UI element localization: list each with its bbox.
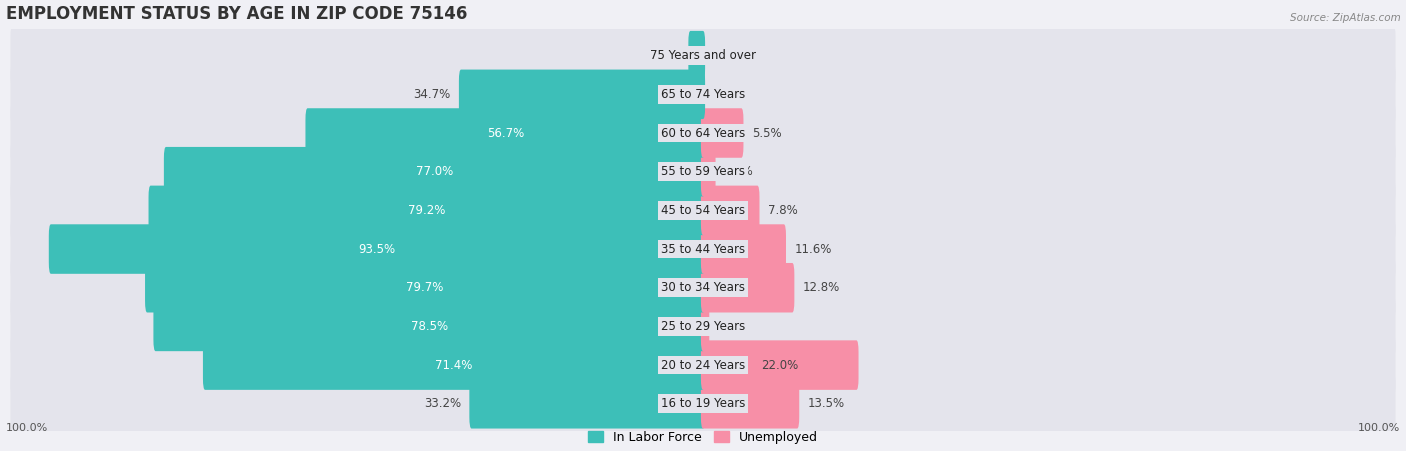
- Text: 1.8%: 1.8%: [650, 49, 681, 62]
- FancyBboxPatch shape: [10, 142, 1396, 202]
- FancyBboxPatch shape: [49, 224, 704, 274]
- FancyBboxPatch shape: [10, 64, 1396, 124]
- Text: 22.0%: 22.0%: [761, 359, 799, 372]
- FancyBboxPatch shape: [153, 302, 704, 351]
- FancyBboxPatch shape: [10, 25, 1396, 86]
- FancyBboxPatch shape: [702, 263, 794, 313]
- FancyBboxPatch shape: [702, 341, 859, 390]
- Text: 0.0%: 0.0%: [713, 88, 744, 101]
- Text: 33.2%: 33.2%: [423, 397, 461, 410]
- Text: 11.6%: 11.6%: [794, 243, 832, 256]
- FancyBboxPatch shape: [10, 103, 1396, 163]
- FancyBboxPatch shape: [470, 379, 704, 428]
- Text: EMPLOYMENT STATUS BY AGE IN ZIP CODE 75146: EMPLOYMENT STATUS BY AGE IN ZIP CODE 751…: [6, 5, 467, 23]
- Text: 100.0%: 100.0%: [6, 423, 48, 433]
- FancyBboxPatch shape: [702, 302, 709, 351]
- Text: 93.5%: 93.5%: [359, 243, 395, 256]
- Text: 35 to 44 Years: 35 to 44 Years: [661, 243, 745, 256]
- FancyBboxPatch shape: [702, 379, 799, 428]
- FancyBboxPatch shape: [149, 186, 704, 235]
- FancyBboxPatch shape: [10, 180, 1396, 240]
- Text: 25 to 29 Years: 25 to 29 Years: [661, 320, 745, 333]
- Text: 12.8%: 12.8%: [803, 281, 839, 294]
- FancyBboxPatch shape: [145, 263, 704, 313]
- Text: 0.0%: 0.0%: [713, 49, 744, 62]
- Text: 78.5%: 78.5%: [411, 320, 449, 333]
- FancyBboxPatch shape: [165, 147, 704, 197]
- Text: Source: ZipAtlas.com: Source: ZipAtlas.com: [1289, 13, 1400, 23]
- Legend: In Labor Force, Unemployed: In Labor Force, Unemployed: [583, 426, 823, 449]
- FancyBboxPatch shape: [702, 224, 786, 274]
- Text: 5.5%: 5.5%: [752, 127, 782, 139]
- Text: 34.7%: 34.7%: [413, 88, 450, 101]
- FancyBboxPatch shape: [10, 258, 1396, 318]
- FancyBboxPatch shape: [702, 186, 759, 235]
- FancyBboxPatch shape: [202, 341, 704, 390]
- FancyBboxPatch shape: [702, 108, 744, 158]
- Text: 16 to 19 Years: 16 to 19 Years: [661, 397, 745, 410]
- FancyBboxPatch shape: [10, 219, 1396, 279]
- Text: 1.5%: 1.5%: [724, 165, 754, 178]
- FancyBboxPatch shape: [305, 108, 704, 158]
- FancyBboxPatch shape: [10, 373, 1396, 434]
- Text: 30 to 34 Years: 30 to 34 Years: [661, 281, 745, 294]
- Text: 60 to 64 Years: 60 to 64 Years: [661, 127, 745, 139]
- Text: 20 to 24 Years: 20 to 24 Years: [661, 359, 745, 372]
- Text: 45 to 54 Years: 45 to 54 Years: [661, 204, 745, 217]
- Text: 13.5%: 13.5%: [807, 397, 845, 410]
- Text: 77.0%: 77.0%: [416, 165, 453, 178]
- FancyBboxPatch shape: [10, 296, 1396, 357]
- Text: 56.7%: 56.7%: [486, 127, 524, 139]
- Text: 7.8%: 7.8%: [768, 204, 797, 217]
- Text: 65 to 74 Years: 65 to 74 Years: [661, 88, 745, 101]
- Text: 79.2%: 79.2%: [408, 204, 446, 217]
- Text: 55 to 59 Years: 55 to 59 Years: [661, 165, 745, 178]
- FancyBboxPatch shape: [458, 69, 704, 119]
- FancyBboxPatch shape: [10, 335, 1396, 395]
- Text: 79.7%: 79.7%: [406, 281, 444, 294]
- Text: 75 Years and over: 75 Years and over: [650, 49, 756, 62]
- Text: 71.4%: 71.4%: [436, 359, 472, 372]
- FancyBboxPatch shape: [702, 147, 716, 197]
- Text: 0.6%: 0.6%: [717, 320, 748, 333]
- Text: 100.0%: 100.0%: [1358, 423, 1400, 433]
- FancyBboxPatch shape: [689, 31, 704, 80]
